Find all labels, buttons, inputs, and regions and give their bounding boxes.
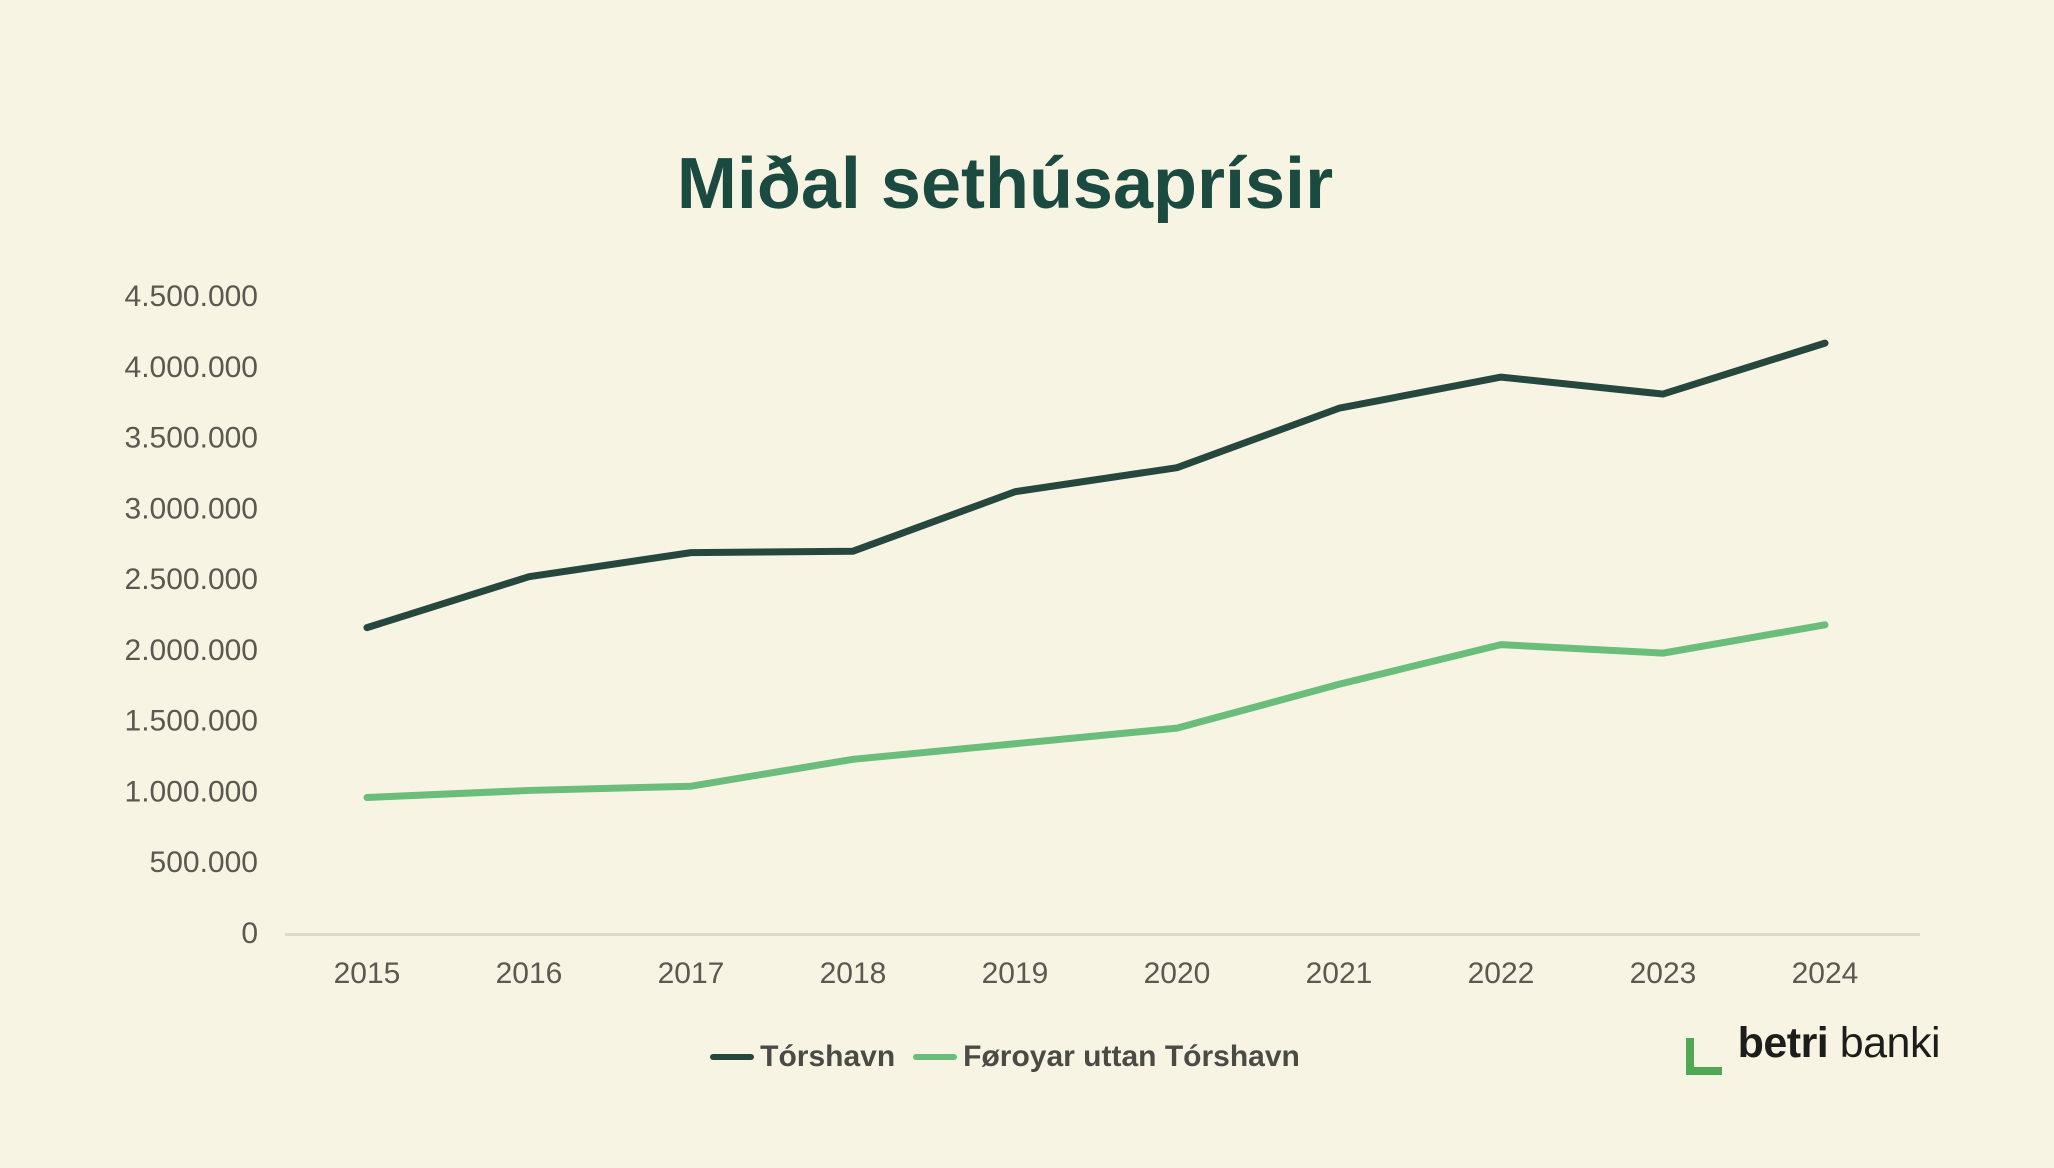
legend-label-torshavn: Tórshavn bbox=[760, 1040, 896, 1073]
logo-corner-bracket-icon bbox=[1685, 1038, 1722, 1075]
x-axis-tick-label: 2019 bbox=[982, 957, 1049, 990]
y-axis-tick-label: 2.000.000 bbox=[125, 634, 258, 667]
x-axis-tick-label: 2018 bbox=[820, 957, 887, 990]
legend-label-foroyar: Føroyar uttan Tórshavn bbox=[963, 1040, 1300, 1073]
chart-legend: Tórshavn Føroyar uttan Tórshavn bbox=[0, 1040, 2010, 1074]
x-axis-tick-label: 2020 bbox=[1144, 957, 1211, 990]
y-axis-tick-label: 4.000.000 bbox=[125, 351, 258, 384]
x-axis-tick-label: 2022 bbox=[1468, 957, 1535, 990]
logo-text: betri banki bbox=[1737, 1019, 1941, 1067]
x-axis-tick-label: 2016 bbox=[496, 957, 563, 990]
y-axis-tick-label: 4.500.000 bbox=[125, 280, 258, 313]
legend-item-foroyar: Føroyar uttan Tórshavn bbox=[913, 1040, 1300, 1074]
betri-banki-logo: betri banki bbox=[1685, 1019, 1941, 1075]
y-axis-tick-label: 1.000.000 bbox=[125, 775, 258, 808]
x-axis-tick-label: 2015 bbox=[334, 957, 401, 990]
chart-title: Miðal sethúsaprísir bbox=[676, 144, 1334, 224]
series-line-t-rshavn bbox=[363, 339, 1829, 632]
logo-word-banki: banki bbox=[1839, 1019, 1941, 1067]
legend-line-swatch-foroyar bbox=[913, 1054, 958, 1060]
y-axis-tick-label: 500.000 bbox=[150, 846, 258, 879]
logo-word-betri: betri bbox=[1737, 1019, 1829, 1067]
x-axis-tick-label: 2021 bbox=[1306, 957, 1373, 990]
series-line-f-royar-uttan-t-rshavn bbox=[363, 621, 1829, 802]
legend-item-torshavn: Tórshavn bbox=[710, 1040, 895, 1074]
legend-line-swatch-torshavn bbox=[710, 1054, 755, 1060]
y-axis-tick-label: 1.500.000 bbox=[125, 705, 258, 738]
y-axis-tick-label: 3.500.000 bbox=[125, 422, 258, 455]
y-axis-tick-label: 2.500.000 bbox=[125, 563, 258, 596]
x-axis-tick-label: 2023 bbox=[1630, 957, 1697, 990]
x-axis-tick-label: 2024 bbox=[1792, 957, 1859, 990]
y-axis-tick-label: 0 bbox=[241, 917, 258, 950]
x-axis-tick-label: 2017 bbox=[658, 957, 725, 990]
y-axis-tick-label: 3.000.000 bbox=[125, 492, 258, 525]
